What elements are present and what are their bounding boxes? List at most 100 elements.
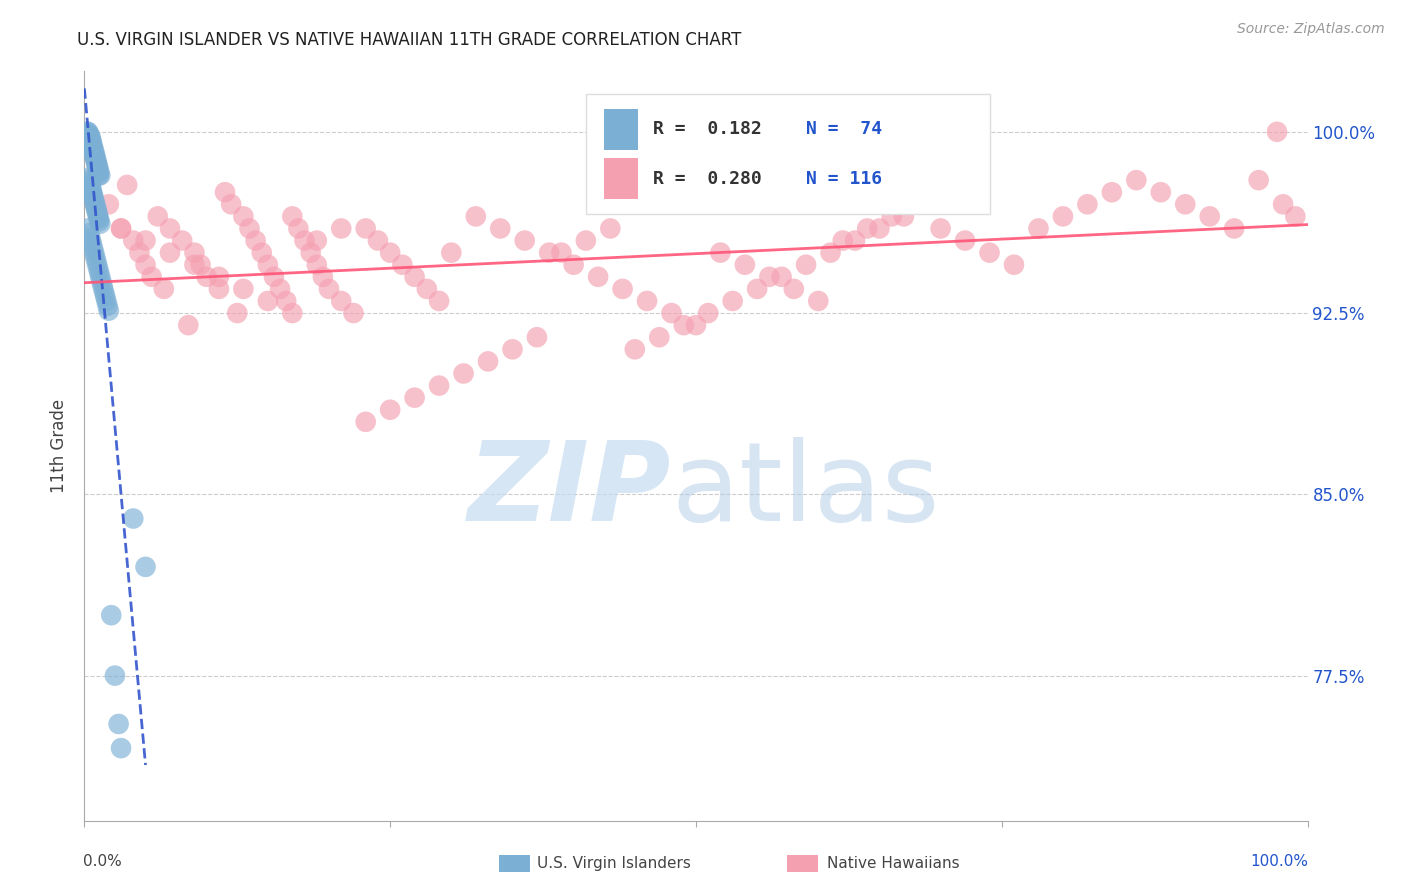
Point	[86, 255, 108, 269]
Point	[90, 275, 112, 289]
Point	[146, 210, 169, 224]
Text: N = 116: N = 116	[806, 169, 882, 187]
Point	[77, 221, 100, 235]
Point	[427, 378, 450, 392]
Point	[79, 231, 101, 245]
Point	[586, 269, 609, 284]
Point	[770, 269, 793, 284]
Point	[380, 402, 402, 417]
Point	[190, 258, 212, 272]
Point	[1076, 197, 1098, 211]
Point	[942, 185, 965, 199]
Text: R =  0.280: R = 0.280	[654, 169, 762, 187]
Point	[709, 245, 731, 260]
Point	[86, 156, 108, 170]
Point	[104, 668, 127, 682]
Point	[89, 169, 111, 183]
Point	[135, 258, 157, 272]
Point	[76, 125, 98, 139]
Point	[82, 139, 104, 153]
Point	[83, 193, 105, 207]
Point	[77, 125, 100, 139]
Point	[404, 269, 426, 284]
Point	[697, 306, 720, 320]
Point	[153, 282, 176, 296]
Point	[93, 285, 115, 299]
Point	[107, 717, 129, 731]
Point	[208, 269, 231, 284]
Bar	[605, 158, 638, 199]
Point	[404, 391, 426, 405]
Point	[82, 190, 104, 204]
Point	[82, 241, 104, 255]
Point	[672, 318, 695, 333]
Point	[91, 279, 114, 293]
Y-axis label: 11th Grade: 11th Grade	[51, 399, 69, 493]
Point	[257, 258, 280, 272]
Point	[79, 132, 101, 146]
Point	[257, 293, 280, 308]
Point	[87, 214, 110, 228]
Point	[312, 269, 335, 284]
Point	[648, 330, 671, 344]
Point	[550, 245, 572, 260]
Point	[893, 210, 915, 224]
Point	[219, 197, 242, 211]
Point	[80, 139, 103, 153]
Point	[380, 245, 402, 260]
Point	[82, 142, 104, 156]
Point	[94, 289, 117, 303]
Point	[84, 153, 107, 168]
Point	[820, 245, 842, 260]
Point	[856, 221, 879, 235]
Point	[294, 234, 316, 248]
Point	[966, 173, 988, 187]
Point	[477, 354, 499, 368]
Point	[97, 197, 120, 211]
Point	[464, 210, 486, 224]
Point	[177, 318, 200, 333]
Point	[87, 211, 110, 226]
Point	[128, 245, 150, 260]
Point	[440, 245, 463, 260]
Point	[214, 185, 236, 199]
Point	[77, 127, 100, 141]
Point	[880, 210, 903, 224]
Point	[636, 293, 658, 308]
Point	[1125, 173, 1147, 187]
Point	[159, 245, 181, 260]
Point	[250, 245, 273, 260]
Point	[122, 511, 145, 525]
Point	[661, 306, 683, 320]
Point	[287, 221, 309, 235]
Bar	[605, 109, 638, 150]
Point	[562, 258, 585, 272]
Point	[330, 293, 353, 308]
Point	[232, 282, 254, 296]
Point	[87, 265, 110, 279]
Point	[80, 135, 103, 149]
Text: R =  0.182: R = 0.182	[654, 120, 762, 138]
Point	[84, 197, 107, 211]
Point	[89, 269, 111, 284]
Point	[110, 221, 132, 235]
FancyBboxPatch shape	[586, 94, 990, 214]
Point	[84, 200, 107, 214]
Point	[281, 210, 304, 224]
Point	[79, 132, 101, 146]
Text: U.S. Virgin Islanders: U.S. Virgin Islanders	[537, 856, 690, 871]
Point	[869, 221, 891, 235]
Point	[747, 282, 769, 296]
Point	[141, 269, 163, 284]
Point	[330, 221, 353, 235]
Point	[110, 741, 132, 756]
Point	[575, 234, 598, 248]
Point	[1272, 197, 1295, 211]
Point	[89, 217, 111, 231]
Point	[100, 608, 122, 623]
Point	[917, 197, 939, 211]
Point	[269, 282, 291, 296]
Point	[77, 176, 100, 190]
Point	[87, 163, 110, 178]
Point	[612, 282, 634, 296]
